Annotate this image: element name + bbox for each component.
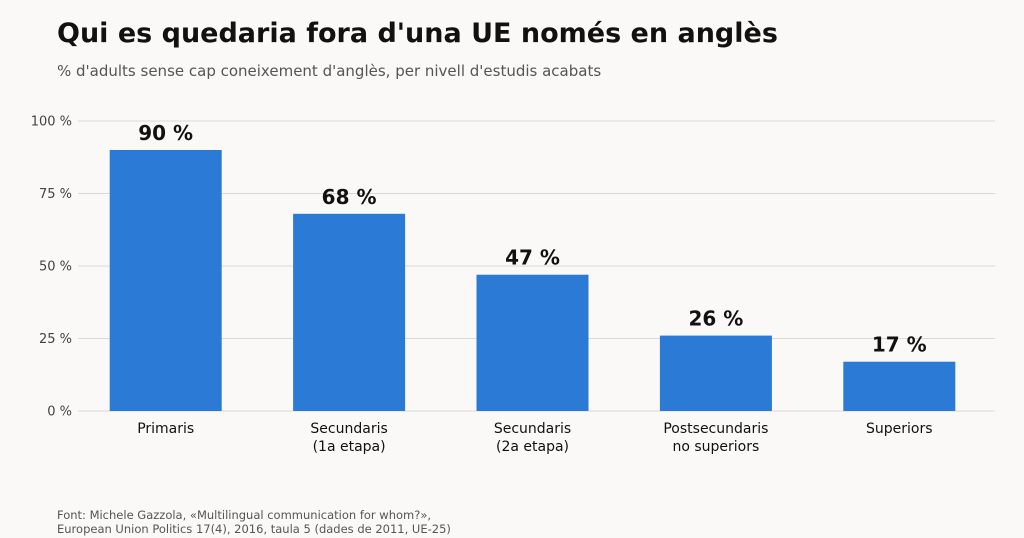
bar bbox=[109, 150, 222, 411]
y-tick-label: 0 % bbox=[47, 405, 72, 420]
data-label: 26 % bbox=[688, 307, 743, 331]
y-tick-label: 75 % bbox=[39, 187, 72, 202]
source-line-1: Font: Michele Gazzola, «Multilingual com… bbox=[57, 508, 432, 522]
y-axis-ticks: 0 % 25 % 50 % 75 % 100 % bbox=[31, 115, 72, 420]
bar bbox=[659, 335, 772, 411]
data-label: 47 % bbox=[505, 246, 560, 270]
chart-subtitle: % d'adults sense cap coneixement d'anglè… bbox=[57, 62, 602, 80]
data-labels: 90 % 68 % 47 % 26 % 17 % bbox=[138, 121, 926, 357]
bar-chart: 0 % 25 % 50 % 75 % 100 % 90 % 68 % 47 % 26 % 17 … bbox=[31, 115, 995, 455]
y-tick-label: 25 % bbox=[39, 332, 72, 347]
data-label: 17 % bbox=[872, 333, 927, 357]
source-line-2: European Union Politics 17(4), 2016, tau… bbox=[57, 522, 451, 536]
bar bbox=[476, 274, 589, 411]
x-axis-labels: Primaris Secundaris (1a etapa) Secundaris (2… bbox=[137, 421, 932, 455]
x-tick-label: Primaris bbox=[137, 421, 194, 437]
y-tick-label: 50 % bbox=[39, 260, 72, 275]
bars bbox=[109, 150, 956, 411]
bar bbox=[293, 213, 406, 411]
x-tick-label: Superiors bbox=[866, 421, 933, 437]
bar bbox=[843, 361, 956, 411]
data-label: 90 % bbox=[138, 121, 193, 145]
source-note: Font: Michele Gazzola, «Multilingual com… bbox=[57, 508, 451, 536]
x-tick-label: Postsecundaris no superiors bbox=[663, 421, 768, 455]
chart-title: Qui es quedaria fora d'una UE només en a… bbox=[57, 18, 778, 49]
x-tick-label: Secundaris (1a etapa) bbox=[310, 421, 387, 455]
x-tick-label: Secundaris (2a etapa) bbox=[494, 421, 571, 455]
data-label: 68 % bbox=[322, 185, 377, 209]
y-tick-label: 100 % bbox=[31, 115, 72, 130]
